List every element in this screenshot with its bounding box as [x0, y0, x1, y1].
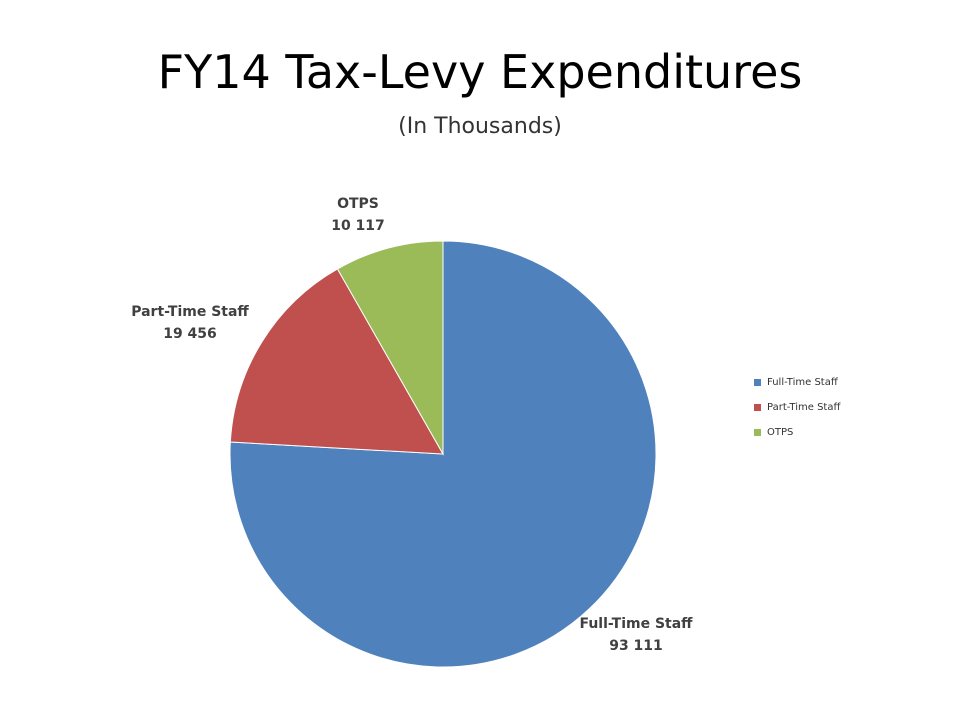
chart-subtitle: (In Thousands) — [398, 114, 562, 139]
legend-item-full-time-staff: Full-Time Staff — [754, 374, 914, 391]
legend-swatch-full-time-staff — [754, 379, 761, 386]
data-label-value-full-time-staff: 93 111 — [609, 638, 663, 654]
pie-slice-part-time-staff — [229, 268, 444, 455]
legend-label-part-time-staff: Part-Time Staff — [767, 402, 841, 413]
pie-slice-otps — [336, 240, 444, 456]
data-label-value-otps: 10 117 — [331, 218, 385, 234]
legend-swatch-part-time-staff — [754, 404, 761, 411]
pie-data-labels: Full-Time Staff 93 111 Part-Time Staff 19 4… — [131, 196, 693, 654]
data-label-name-full-time-staff: Full-Time Staff — [579, 616, 693, 632]
data-label-value-part-time-staff: 19 456 — [163, 326, 217, 342]
data-label-name-otps: OTPS — [337, 196, 379, 212]
legend-item-part-time-staff: Part-Time Staff — [754, 399, 914, 416]
pie-slices — [229, 240, 657, 668]
legend-item-otps: OTPS — [754, 424, 914, 441]
data-label-name-part-time-staff: Part-Time Staff — [131, 304, 249, 320]
legend: Full-Time Staff Part-Time Staff OTPS — [754, 374, 914, 449]
legend-swatch-otps — [754, 429, 761, 436]
legend-label-otps: OTPS — [767, 427, 794, 438]
chart-title: FY14 Tax-Levy Expenditures — [157, 45, 803, 99]
pie-slice-full-time-staff — [229, 240, 657, 668]
legend-label-full-time-staff: Full-Time Staff — [767, 377, 838, 388]
